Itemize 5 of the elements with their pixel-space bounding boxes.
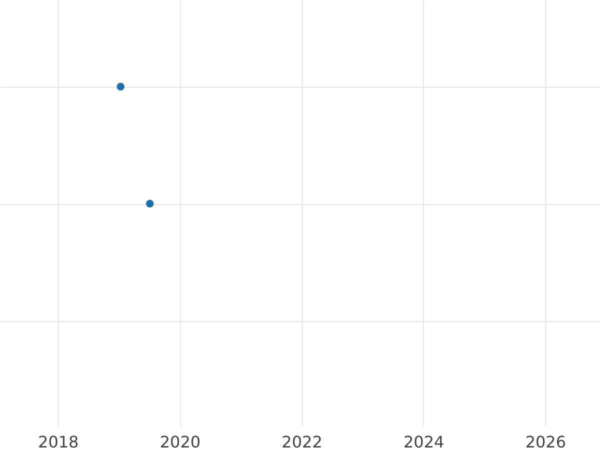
- x-tick-label: 2020: [160, 432, 201, 450]
- x-tick-label: 2024: [403, 432, 444, 450]
- x-tick-label: 2022: [282, 432, 322, 450]
- x-tick-label: 2026: [525, 432, 566, 450]
- x-tick-label: 2018: [38, 432, 79, 450]
